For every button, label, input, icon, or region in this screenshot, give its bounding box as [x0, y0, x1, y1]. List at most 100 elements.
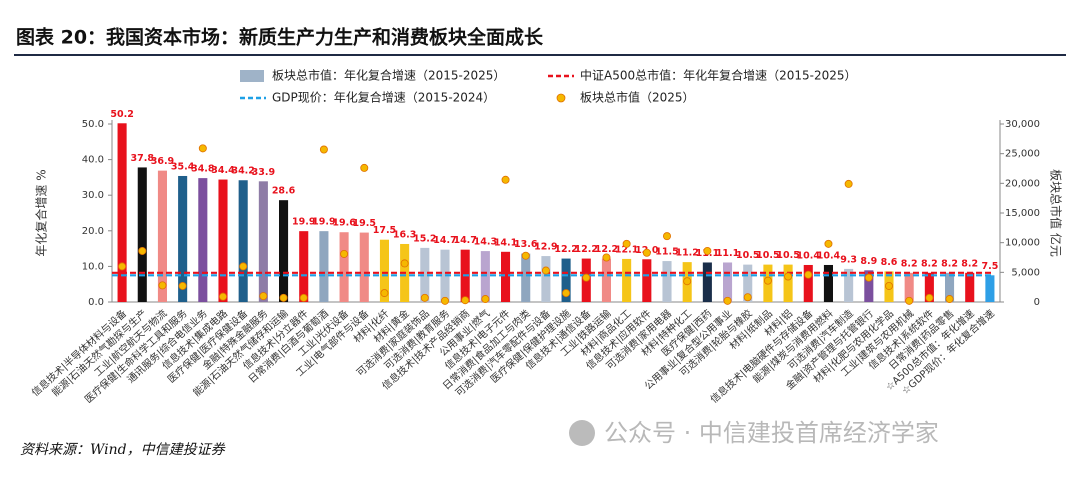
bar [642, 259, 652, 302]
data-label: 33.9 [252, 167, 275, 178]
bar [117, 123, 127, 303]
point [118, 262, 127, 271]
data-label: 8.6 [881, 257, 898, 268]
bar [157, 170, 167, 302]
data-label: 35.4 [171, 161, 195, 172]
data-label: 12.9 [534, 242, 557, 253]
point [844, 179, 853, 188]
data-label: 36.9 [151, 156, 174, 167]
point [279, 293, 288, 302]
y2-tick-label: 10,000 [1005, 238, 1040, 249]
bar [359, 232, 369, 302]
data-label: 10.5 [736, 250, 759, 261]
point [622, 239, 631, 248]
bar [561, 258, 571, 302]
point [723, 296, 732, 305]
bar [985, 275, 995, 302]
point [763, 276, 772, 285]
point [602, 253, 611, 262]
data-label: 8.2 [901, 258, 918, 269]
bar [803, 264, 813, 302]
point [420, 293, 429, 302]
bar [783, 264, 793, 302]
data-label: 8.9 [860, 256, 877, 267]
point [319, 145, 328, 154]
data-label: 8.2 [921, 258, 938, 269]
bar [662, 261, 672, 302]
point [178, 281, 187, 290]
data-label: 37.8 [131, 153, 155, 164]
bar [137, 167, 147, 302]
data-label: 10.5 [776, 250, 799, 261]
point [925, 293, 934, 302]
point [945, 295, 954, 304]
bar [279, 200, 289, 302]
y-tick-label: 0.0 [88, 297, 104, 308]
point [663, 232, 672, 241]
data-label: 12.2 [575, 244, 598, 255]
legend-swatch [556, 93, 566, 103]
y-tick-label: 50.0 [82, 119, 104, 130]
source-note: 资料来源：Wind，中信建投证券 [20, 442, 226, 458]
data-label: 19.5 [353, 218, 376, 229]
bar [864, 270, 874, 302]
y2-tick-label: 5,000 [1011, 267, 1040, 278]
data-label: 12.1 [615, 244, 638, 255]
data-label: 11.2 [675, 248, 698, 259]
watermark-icon [569, 420, 595, 446]
data-label: 50.2 [110, 109, 133, 120]
legend-swatch [240, 70, 264, 82]
point [400, 259, 409, 268]
data-label: 19.9 [312, 217, 335, 228]
point [562, 289, 571, 298]
point [521, 251, 530, 260]
data-label: 17.5 [373, 225, 396, 236]
data-label: 34.4 [211, 165, 235, 176]
data-label: 28.6 [272, 186, 296, 197]
point [380, 289, 389, 298]
legend-label: 板块总市值（2025） [580, 90, 695, 105]
bar [601, 258, 611, 302]
data-label: 19.6 [332, 218, 356, 229]
watermark: 公众号 · 中信建投首席经济学家 [604, 419, 939, 447]
data-label: 14.3 [474, 237, 497, 248]
point [642, 248, 651, 257]
point [440, 296, 449, 305]
bar [299, 231, 309, 302]
data-label: 10.5 [756, 250, 779, 261]
point [501, 175, 510, 184]
point [239, 262, 248, 271]
bar [541, 256, 551, 302]
chart-title: 图表 20：我国资本市场：新质生产力生产和消费板块全面成长 [16, 26, 544, 49]
y-axis-label: 年化复合增速 % [34, 169, 49, 256]
bar [501, 251, 511, 302]
data-label: 11.5 [655, 247, 678, 258]
bar [965, 272, 975, 302]
bar [945, 272, 955, 302]
bar [521, 253, 531, 302]
y2-tick-label: 15,000 [1005, 208, 1040, 219]
bar [904, 272, 914, 302]
bar [723, 262, 733, 302]
data-label: 7.5 [981, 261, 998, 272]
bar [622, 258, 632, 302]
legend-label: GDP现价：年化复合增速（2015-2024） [272, 90, 495, 105]
point [299, 293, 308, 302]
legend-label: 中证A500总市值：年化年复合增速（2015-2025） [580, 68, 857, 83]
bar [238, 180, 248, 302]
point [784, 272, 793, 281]
y-tick-label: 40.0 [82, 155, 104, 166]
bar [743, 264, 753, 302]
bar [319, 231, 329, 302]
data-label: 14.7 [453, 235, 476, 246]
point [461, 296, 470, 305]
bar [218, 179, 228, 302]
bar [702, 262, 712, 302]
y2-axis-label: 板块总市值 亿元 [1049, 169, 1064, 257]
point [198, 144, 207, 153]
bar [198, 178, 208, 302]
data-label: 8.2 [961, 258, 978, 269]
bar [379, 239, 389, 302]
bar [844, 268, 854, 302]
